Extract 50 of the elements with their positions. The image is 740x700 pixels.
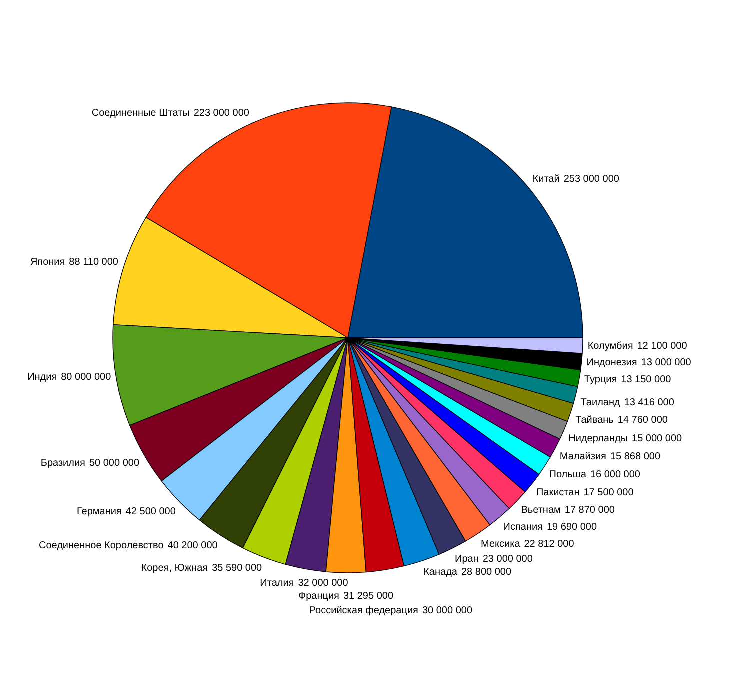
slice-label: Индонезия [586, 357, 638, 368]
slice-label: Тайвань [576, 415, 614, 426]
data-label: 13 416 000 [624, 397, 675, 408]
slice-label: Канада [424, 566, 458, 578]
slice-label: Таиланд [580, 397, 621, 408]
slice-label: Иран [455, 554, 479, 565]
slice-label: Индия [28, 372, 58, 383]
data-label: 50 000 000 [89, 458, 140, 469]
data-label: 14 760 000 [618, 415, 668, 426]
slice-label: Российская федерация [309, 606, 418, 617]
data-label: 23 000 000 [482, 554, 534, 565]
slice-label: Франция [298, 590, 340, 602]
data-label: 40 200 000 [168, 540, 218, 552]
slice-label: Малайзия [560, 452, 606, 463]
data-label: 12 100 000 [637, 340, 688, 352]
data-label: 15 000 000 [632, 433, 683, 444]
data-label: 32 000 000 [298, 578, 349, 590]
data-label: 35 590 000 [212, 563, 263, 574]
data-label: 223 000 000 [194, 108, 250, 120]
slice-label: Колумбия [588, 340, 634, 352]
slice-label: Бразилия [40, 458, 86, 469]
data-label: 28 800 000 [461, 566, 512, 578]
data-label: 19 690 000 [546, 522, 598, 533]
data-label: 253 000 000 [564, 174, 620, 185]
data-label: 13 000 000 [641, 357, 692, 368]
slice-label: Корея, Южная [141, 563, 208, 574]
data-label: 42 500 000 [126, 506, 176, 518]
data-label: 16 000 000 [590, 470, 641, 481]
slice-label: Испания [503, 522, 543, 533]
slice-label: Мексика [481, 538, 521, 550]
data-label: 17 870 000 [564, 505, 616, 516]
data-label: 22 812 000 [524, 538, 575, 550]
slice-label: Соединенное Королевство [38, 540, 164, 552]
data-label: 80 000 000 [61, 372, 112, 383]
slice-label: Нидерланды [568, 433, 628, 444]
slice-label: Соединенные Штаты [92, 108, 190, 120]
data-label: 15 868 000 [610, 452, 661, 463]
data-label: 31 295 000 [343, 590, 394, 602]
data-label: 13 150 000 [621, 374, 672, 386]
slice-label: Вьетнам [521, 505, 562, 516]
slice-label: Турция [584, 374, 618, 386]
slice-label: Италия [260, 578, 294, 590]
slice-label: Пакистан [536, 488, 580, 499]
data-label: 88 110 000 [69, 256, 119, 268]
data-label: 30 000 000 [422, 606, 473, 617]
slice-label: Германия [77, 506, 122, 518]
slice-label: Китай [532, 174, 560, 185]
slice-label: Япония [30, 256, 66, 268]
data-label: 17 500 000 [584, 488, 634, 499]
slice-label: Польша [549, 470, 587, 481]
